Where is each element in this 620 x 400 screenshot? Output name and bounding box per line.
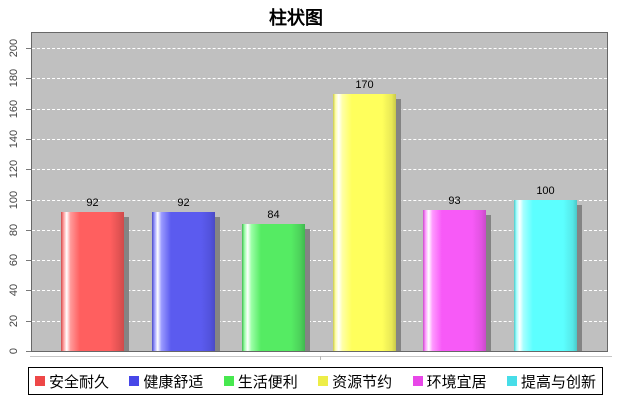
legend-swatch xyxy=(506,376,517,386)
legend-label: 安全耐久 xyxy=(49,373,110,391)
bar xyxy=(514,200,577,351)
gridline xyxy=(32,169,607,170)
bar xyxy=(61,212,124,351)
y-axis-tick xyxy=(26,230,31,231)
legend-item: 环境宜居 xyxy=(412,371,487,392)
y-axis-tick xyxy=(26,321,31,322)
bar-value-label: 92 xyxy=(86,197,99,209)
bar xyxy=(242,224,305,351)
gridline xyxy=(32,230,607,231)
bar-value-label: 93 xyxy=(448,195,461,207)
gridline xyxy=(32,290,607,291)
y-axis-tick xyxy=(26,260,31,261)
bar-value-label: 92 xyxy=(177,197,190,209)
bar xyxy=(152,212,215,351)
y-axis-tick xyxy=(26,200,31,201)
gridline xyxy=(32,200,607,201)
legend-swatch xyxy=(412,376,423,386)
bar xyxy=(333,94,396,351)
x-axis-center-tick xyxy=(320,356,321,360)
y-axis-tick xyxy=(26,169,31,170)
y-axis-tick xyxy=(26,109,31,110)
gridline xyxy=(32,260,607,261)
chart-title: 柱状图 xyxy=(269,8,323,28)
gridline xyxy=(32,48,607,49)
legend-label: 生活便利 xyxy=(237,373,298,391)
gridline xyxy=(32,321,607,322)
bar xyxy=(423,210,486,351)
y-axis-tick-label: 200 xyxy=(8,38,20,58)
bar-value-label: 100 xyxy=(536,185,555,197)
legend-label: 环境宜居 xyxy=(426,373,487,391)
legend-swatch xyxy=(35,376,45,386)
y-axis-tick xyxy=(26,351,31,352)
legend-label: 提高与创新 xyxy=(520,373,596,391)
x-axis-baseline xyxy=(30,356,612,357)
gridline xyxy=(32,78,607,79)
plot-area: 92 92 84 170 93 100 xyxy=(31,32,608,352)
y-axis-tick xyxy=(26,139,31,140)
bar-value-label: 84 xyxy=(267,209,280,221)
y-axis-tick xyxy=(26,78,31,79)
legend-label: 资源节约 xyxy=(332,373,393,391)
y-axis-tick xyxy=(26,48,31,49)
legend-label: 健康舒适 xyxy=(143,373,204,391)
legend: 安全耐久 健康舒适 生活便利 资源节约 环境宜居 提高与创新 xyxy=(28,367,603,395)
bar-value-label: 170 xyxy=(355,79,374,91)
legend-item: 生活便利 xyxy=(223,371,298,392)
gridline xyxy=(32,109,607,110)
legend-swatch xyxy=(129,376,140,386)
gridline xyxy=(32,139,607,140)
legend-item: 安全耐久 xyxy=(35,371,109,392)
legend-swatch xyxy=(223,376,234,386)
y-axis-tick xyxy=(26,290,31,291)
legend-swatch xyxy=(318,376,329,386)
legend-item: 提高与创新 xyxy=(506,371,596,392)
legend-item: 健康舒适 xyxy=(129,371,203,392)
legend-item: 资源节约 xyxy=(318,371,392,392)
